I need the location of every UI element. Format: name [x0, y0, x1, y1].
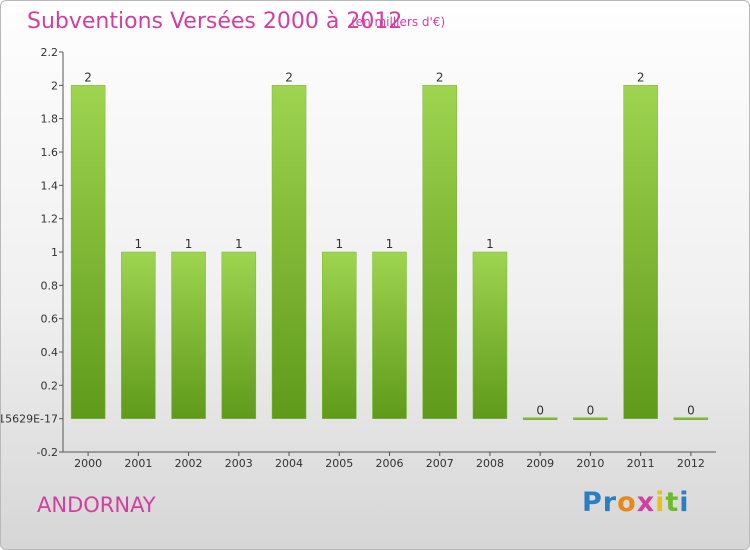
- y-tick-label: 1.2: [41, 213, 59, 226]
- y-tick-label: 2.2: [41, 46, 59, 59]
- logo-letter: t: [665, 487, 680, 518]
- bar: [121, 251, 156, 419]
- bar: [271, 85, 307, 419]
- bar: [322, 251, 357, 419]
- bar: [673, 417, 709, 420]
- y-tick-label: 1.8: [41, 113, 59, 126]
- bar: [171, 251, 206, 419]
- x-tick-label: 2008: [476, 457, 504, 470]
- x-tick-label: 2002: [175, 457, 203, 470]
- y-tick-label: 0.4: [41, 346, 59, 359]
- bar-value-label: 2: [637, 70, 645, 84]
- y-tick-label: 1.4: [41, 179, 59, 192]
- y-tick-label: 2: [51, 79, 58, 92]
- bar: [573, 417, 608, 420]
- x-tick-label: 2012: [677, 457, 705, 470]
- bar: [221, 251, 257, 419]
- x-tick-label: 2007: [426, 457, 454, 470]
- bar: [522, 417, 558, 420]
- bar-value-label: 1: [235, 237, 243, 251]
- x-tick-label: 2003: [225, 457, 253, 470]
- bar-value-label: 1: [386, 237, 394, 251]
- logo-letter: o: [617, 487, 637, 518]
- bar: [70, 85, 106, 419]
- commune-name: ANDORNAY: [37, 493, 156, 517]
- y-tick-label: 0.2: [41, 379, 59, 392]
- y-tick-label: 0.6: [41, 313, 59, 326]
- bar-value-label: 1: [135, 237, 143, 251]
- bar-value-label: 0: [587, 404, 595, 418]
- bar-value-label: 0: [687, 404, 695, 418]
- chart-title: Subventions Versées 2000 à 2012: [27, 9, 403, 34]
- x-tick-label: 2004: [275, 457, 303, 470]
- chart-unit-note: (en milliers d'€): [351, 15, 446, 29]
- bar-value-label: 1: [335, 237, 343, 251]
- bar: [422, 85, 457, 419]
- y-tick-label: -0.2: [37, 446, 58, 459]
- y-tick-label: -2.15629E-17: [1, 413, 58, 426]
- bar-value-label: 1: [486, 237, 494, 251]
- bar-value-label: 2: [436, 70, 444, 84]
- bar-value-label: 1: [185, 237, 193, 251]
- bar: [623, 85, 658, 419]
- logo-letter: i: [679, 487, 690, 518]
- bar-value-label: 2: [84, 70, 92, 84]
- x-tick-label: 2000: [74, 457, 102, 470]
- logo-letter: P: [582, 487, 603, 518]
- x-tick-label: 2006: [376, 457, 404, 470]
- logo-letter: i: [655, 487, 666, 518]
- bar: [472, 251, 508, 419]
- y-tick-label: 0.8: [41, 279, 59, 292]
- proxiti-logo[interactable]: Proxiti: [582, 487, 690, 518]
- x-tick-label: 2001: [124, 457, 152, 470]
- bar-value-label: 0: [536, 404, 544, 418]
- x-tick-label: 2010: [576, 457, 604, 470]
- logo-letter: r: [602, 487, 618, 518]
- bar: [372, 251, 407, 419]
- x-tick-label: 2005: [325, 457, 353, 470]
- x-tick-label: 2009: [526, 457, 554, 470]
- logo-letter: x: [636, 487, 656, 518]
- bar-value-label: 2: [285, 70, 293, 84]
- y-tick-label: 1.6: [41, 146, 59, 159]
- x-tick-label: 2011: [627, 457, 655, 470]
- y-tick-label: 1: [51, 246, 58, 259]
